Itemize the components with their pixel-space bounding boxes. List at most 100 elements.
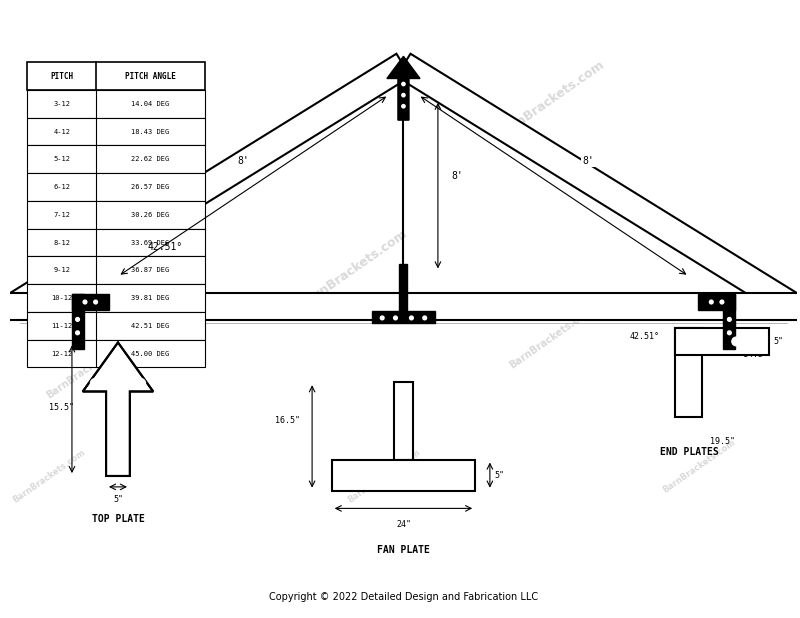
Text: PITCH: PITCH	[50, 72, 74, 80]
Circle shape	[94, 300, 98, 304]
Bar	[27, 256, 205, 284]
Text: 4-12: 4-12	[54, 129, 70, 135]
Text: 8': 8'	[238, 156, 250, 166]
Text: 12-12: 12-12	[51, 350, 73, 357]
Circle shape	[685, 363, 694, 373]
Text: BarnBrackets.com: BarnBrackets.com	[495, 58, 607, 142]
Text: 8': 8'	[452, 171, 463, 180]
Text: BarnBrackets.com: BarnBrackets.com	[346, 448, 422, 505]
Polygon shape	[698, 294, 735, 310]
Bar	[27, 284, 205, 312]
Text: 15.5": 15.5"	[49, 404, 74, 412]
Text: TOP PLATE: TOP PLATE	[91, 514, 145, 524]
Text: BarnBrackets.com: BarnBrackets.com	[11, 448, 87, 505]
Circle shape	[399, 401, 408, 410]
Polygon shape	[7, 54, 410, 318]
Text: 26.57 DEG: 26.57 DEG	[131, 184, 170, 190]
Circle shape	[727, 318, 731, 321]
Bar	[27, 62, 205, 90]
Circle shape	[394, 316, 398, 320]
Bar	[0, 292, 800, 320]
Text: 10-12: 10-12	[51, 295, 73, 301]
Text: BarnBrackets.com: BarnBrackets.com	[298, 226, 410, 310]
Circle shape	[685, 390, 694, 399]
Circle shape	[136, 378, 146, 388]
Bar	[399, 265, 407, 313]
Polygon shape	[675, 328, 702, 417]
Text: Copyright © 2022 Detailed Design and Fabrication LLC: Copyright © 2022 Detailed Design and Fab…	[269, 593, 538, 603]
Bar	[27, 229, 205, 256]
Circle shape	[727, 331, 731, 335]
Text: 9-12: 9-12	[54, 268, 70, 273]
Text: 7-12: 7-12	[54, 212, 70, 218]
Text: 42.51 DEG: 42.51 DEG	[131, 323, 170, 329]
Bar	[27, 312, 205, 340]
Circle shape	[402, 82, 405, 86]
Text: 11-12: 11-12	[51, 323, 73, 329]
Circle shape	[113, 422, 123, 432]
Text: 30.26 DEG: 30.26 DEG	[131, 212, 170, 218]
Text: 45.00 DEG: 45.00 DEG	[131, 350, 170, 357]
Bar	[371, 311, 435, 323]
Bar	[27, 340, 205, 368]
Polygon shape	[723, 294, 735, 349]
Text: END PLATES: END PLATES	[659, 447, 718, 457]
Circle shape	[83, 300, 87, 304]
Bar	[332, 460, 475, 491]
Circle shape	[399, 428, 408, 437]
Text: 33.69 DEG: 33.69 DEG	[131, 240, 170, 245]
Circle shape	[402, 93, 405, 97]
Polygon shape	[82, 342, 153, 476]
Circle shape	[76, 318, 79, 321]
Circle shape	[380, 316, 384, 320]
Polygon shape	[675, 328, 769, 355]
Text: 5-12: 5-12	[54, 156, 70, 163]
Circle shape	[113, 449, 123, 459]
Text: 39.81 DEG: 39.81 DEG	[131, 295, 170, 301]
Text: 8-12: 8-12	[54, 240, 70, 245]
Bar	[27, 145, 205, 173]
Text: BarnBrackets.com: BarnBrackets.com	[507, 305, 595, 370]
Text: 5": 5"	[774, 337, 784, 346]
Circle shape	[416, 470, 426, 480]
Text: 22.62 DEG: 22.62 DEG	[131, 156, 170, 163]
Text: 42.51°: 42.51°	[630, 332, 659, 341]
Text: BarnBrackets.com: BarnBrackets.com	[72, 117, 184, 201]
Text: 18.43 DEG: 18.43 DEG	[131, 129, 170, 135]
Text: PITCH ANGLE: PITCH ANGLE	[125, 72, 176, 80]
Circle shape	[710, 300, 713, 304]
Text: 19.5": 19.5"	[710, 437, 734, 446]
Text: 5": 5"	[495, 470, 505, 480]
Circle shape	[113, 397, 123, 407]
Bar	[27, 173, 205, 201]
Circle shape	[352, 470, 362, 480]
Circle shape	[732, 337, 741, 346]
Text: 3-12: 3-12	[54, 101, 70, 107]
Circle shape	[381, 470, 390, 480]
Text: 24": 24"	[396, 520, 411, 529]
Text: 8': 8'	[582, 156, 594, 166]
Circle shape	[410, 316, 414, 320]
Text: BarnBrackets.com: BarnBrackets.com	[661, 438, 737, 495]
Text: 14.5": 14.5"	[743, 350, 768, 359]
Text: BarnBrackets.com: BarnBrackets.com	[45, 335, 132, 400]
Polygon shape	[72, 294, 109, 310]
Text: 36.87 DEG: 36.87 DEG	[131, 268, 170, 273]
Circle shape	[402, 104, 405, 108]
Polygon shape	[397, 54, 799, 318]
Text: 5": 5"	[113, 495, 123, 504]
Text: 42.51°: 42.51°	[147, 242, 182, 252]
Polygon shape	[72, 294, 84, 349]
Circle shape	[423, 316, 426, 320]
Bar	[27, 90, 205, 118]
Text: 14.04 DEG: 14.04 DEG	[131, 101, 170, 107]
Circle shape	[76, 331, 79, 335]
Text: FAN PLATE: FAN PLATE	[377, 545, 430, 555]
Polygon shape	[387, 56, 420, 120]
Circle shape	[720, 300, 724, 304]
Bar	[27, 118, 205, 145]
Circle shape	[704, 337, 713, 346]
Circle shape	[445, 470, 454, 480]
Text: 6-12: 6-12	[54, 184, 70, 190]
Circle shape	[90, 378, 100, 388]
